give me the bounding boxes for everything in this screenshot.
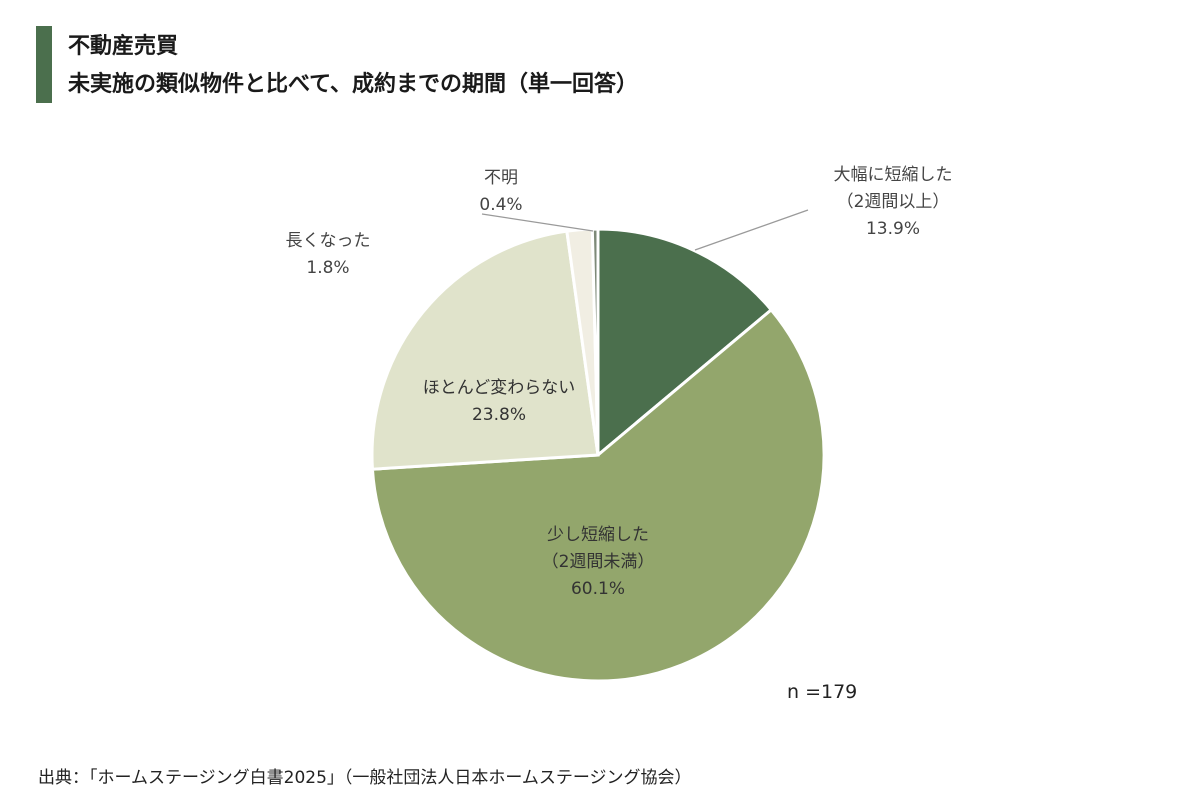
slice-label-2-0: ほとんど変わらない bbox=[423, 378, 576, 398]
chart-subtitle: 未実施の類似物件と比べて、成約までの期間（単一回答） bbox=[68, 72, 639, 97]
slice-value-label-4: 0.4% bbox=[479, 195, 522, 215]
slice-label-1-1: （2週間未満） bbox=[542, 552, 655, 572]
chart-title: 不動産売買 bbox=[68, 34, 179, 59]
sample-size-label: n =179 bbox=[787, 681, 858, 703]
slice-value-label-1: 60.1% bbox=[571, 579, 625, 599]
slice-label-4-0: 不明 bbox=[484, 168, 518, 188]
slice-unknown bbox=[590, 227, 600, 456]
slice-major-shortening bbox=[596, 227, 774, 459]
slice-no-change bbox=[370, 229, 600, 471]
slice-value-label-3: 1.8% bbox=[306, 258, 349, 278]
slice-label-0-1: （2週間以上） bbox=[837, 192, 950, 212]
slice-slight-shortening bbox=[370, 307, 826, 683]
slice-label-3-0: 長くなった bbox=[286, 231, 371, 251]
source-note: 出典：「ホームステージング白書2025」（一般社団法人日本ホームステージング協会… bbox=[38, 768, 692, 788]
slice-value-label-2: 23.8% bbox=[472, 405, 526, 425]
slice-label-0-0: 大幅に短縮した bbox=[834, 165, 953, 185]
leader-line-4 bbox=[481, 213, 594, 232]
leader-line-0 bbox=[694, 209, 809, 251]
title-accent-bar bbox=[36, 26, 52, 103]
slice-label-1-0: 少し短縮した bbox=[547, 525, 649, 545]
slice-value-label-0: 13.9% bbox=[866, 219, 920, 239]
